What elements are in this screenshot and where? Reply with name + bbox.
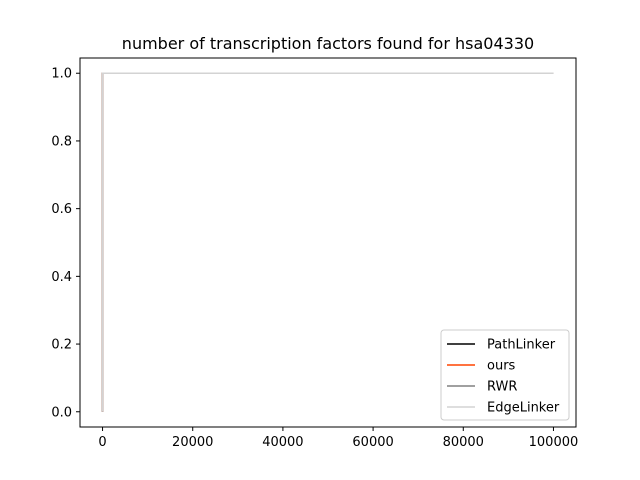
plot-lines: [101, 72, 554, 412]
x-axis: 0 20000 40000 60000 80000 100000: [98, 427, 578, 450]
x-tick-label: 0: [98, 435, 106, 450]
y-tick-label: 0.2: [51, 338, 72, 353]
x-tick-label: 80000: [443, 435, 484, 450]
legend: PathLinker ours RWR EdgeLinker: [440, 329, 570, 421]
legend-label: PathLinker: [487, 338, 556, 353]
plot-frame: [79, 57, 577, 428]
y-tick-label: 0.4: [51, 270, 72, 285]
legend-label: ours: [487, 359, 516, 374]
y-axis: 0.0 0.2 0.4 0.6 0.8 1.0: [51, 67, 80, 420]
x-tick-label: 60000: [352, 435, 393, 450]
series-line-3: [101, 72, 554, 412]
x-tick-label: 40000: [262, 435, 303, 450]
y-tick-label: 0.0: [51, 405, 72, 420]
x-tick-label: 100000: [529, 435, 579, 450]
legend-label: RWR: [487, 380, 517, 395]
legend-box: [440, 329, 570, 421]
chart-title: number of transcription factors found fo…: [122, 34, 534, 53]
y-tick-label: 0.8: [51, 134, 72, 149]
x-tick-label: 20000: [172, 435, 213, 450]
y-tick-label: 1.0: [51, 67, 72, 82]
y-tick-label: 0.6: [51, 202, 72, 217]
legend-label: EdgeLinker: [487, 401, 560, 416]
